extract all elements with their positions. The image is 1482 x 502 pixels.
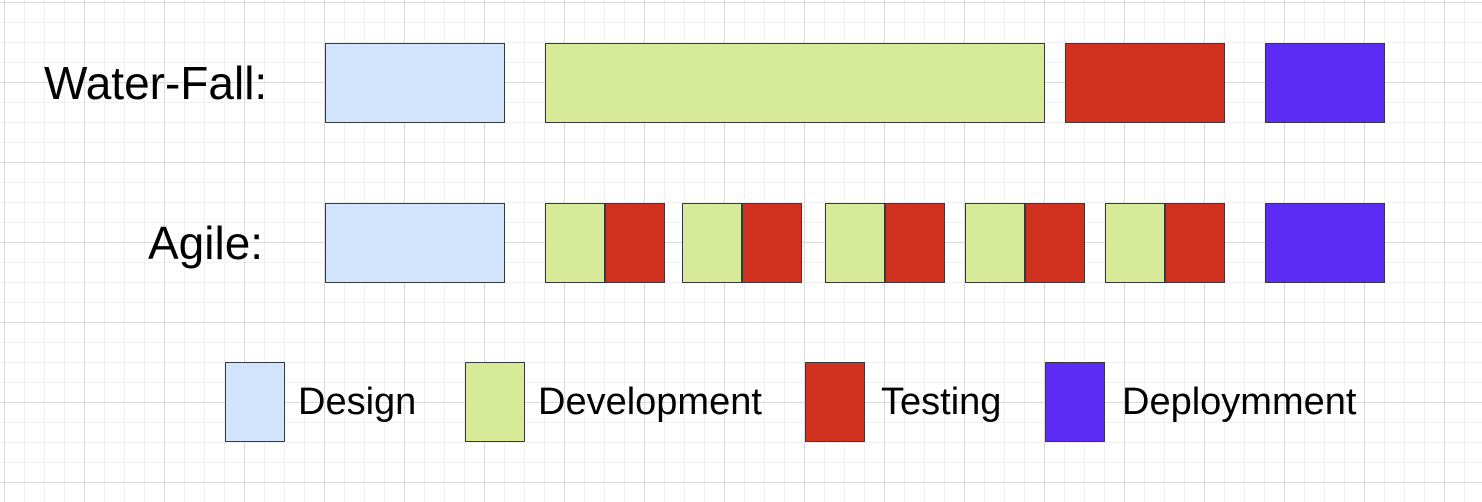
legend-development-label: Development: [538, 381, 762, 423]
legend-testing-label: Testing: [881, 381, 1002, 423]
agile-sprint-2-development-block: [682, 203, 742, 283]
waterfall-development-block: [545, 43, 1045, 123]
waterfall-design-block: [325, 43, 505, 123]
agile-sprint-5-development-block: [1105, 203, 1165, 283]
agile-deployment-block: [1265, 203, 1385, 283]
agile-row-label: Agile:: [148, 217, 264, 269]
waterfall-row-label: Water-Fall:: [44, 57, 268, 109]
legend-testing-swatch: [805, 362, 865, 442]
waterfall-deployment-block: [1265, 43, 1385, 123]
legend-design-label: Design: [298, 381, 417, 423]
agile-sprint-3-development-block: [825, 203, 885, 283]
agile-sprint-5-testing-block: [1165, 203, 1225, 283]
agile-design-block: [325, 203, 505, 283]
agile-sprint-4-development-block: [965, 203, 1025, 283]
legend-deployment-label: Deploymment: [1122, 381, 1357, 423]
legend-development-swatch: [465, 362, 525, 442]
agile-sprint-1-testing-block: [605, 203, 665, 283]
legend-deployment-swatch: [1045, 362, 1105, 442]
agile-sprint-1-development-block: [545, 203, 605, 283]
agile-sprint-3-testing-block: [885, 203, 945, 283]
agile-sprint-4-testing-block: [1025, 203, 1085, 283]
waterfall-testing-block: [1065, 43, 1225, 123]
legend-design-swatch: [225, 362, 285, 442]
agile-sprint-2-testing-block: [742, 203, 802, 283]
